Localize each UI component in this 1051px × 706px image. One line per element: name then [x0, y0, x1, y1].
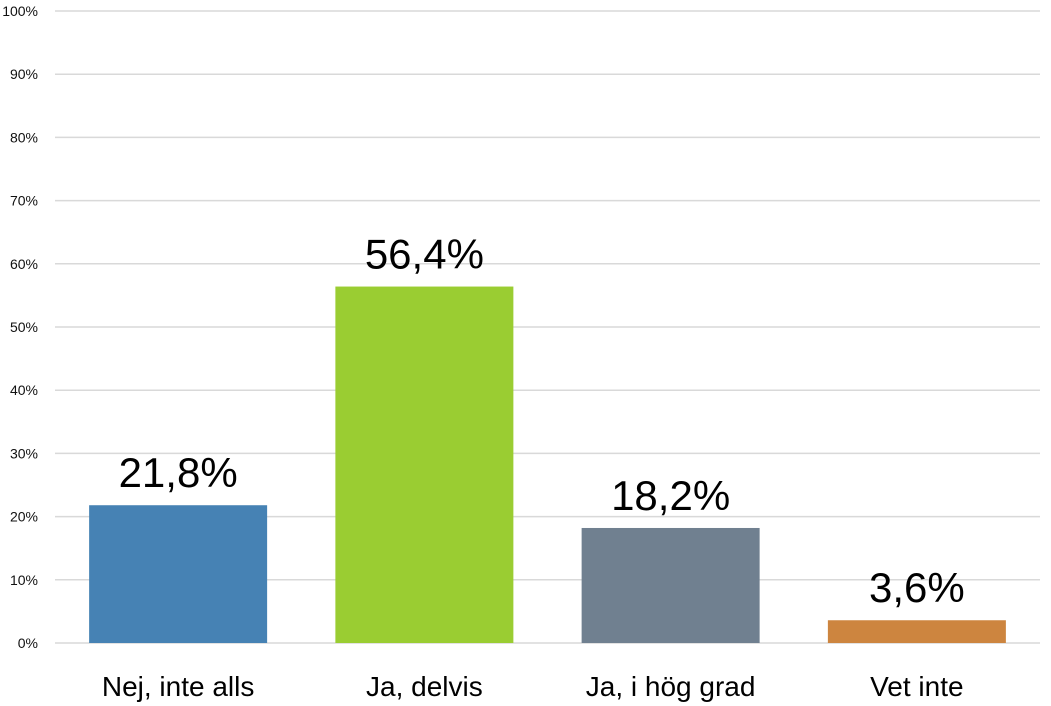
y-axis-tick-labels: 0% 10% 20% 30% 40% 50% 60% 70% 80% 90% 100% [2, 3, 38, 651]
data-label: 3,6% [869, 564, 965, 611]
y-tick-label: 30% [10, 445, 38, 461]
bars [89, 286, 1006, 643]
data-label: 21,8% [119, 449, 238, 496]
data-label: 56,4% [365, 231, 484, 278]
y-tick-label: 0% [18, 635, 38, 651]
bar [827, 620, 1006, 643]
data-label: 18,2% [611, 472, 730, 519]
y-tick-label: 70% [10, 193, 38, 209]
y-tick-label: 20% [10, 509, 38, 525]
bar [581, 527, 760, 643]
y-tick-label: 90% [10, 66, 38, 82]
category-label: Ja, delvis [366, 671, 483, 702]
category-label: Ja, i hög grad [586, 671, 756, 702]
data-labels: 21,8% 56,4% 18,2% 3,6% [119, 231, 965, 612]
bar [335, 286, 514, 643]
y-tick-label: 10% [10, 572, 38, 588]
y-tick-label: 100% [2, 3, 38, 19]
y-tick-label: 80% [10, 129, 38, 145]
category-label: Vet inte [870, 671, 963, 702]
y-tick-label: 40% [10, 382, 38, 398]
y-tick-label: 50% [10, 319, 38, 335]
bar [89, 505, 268, 643]
y-tick-label: 60% [10, 256, 38, 272]
category-label: Nej, inte alls [102, 671, 255, 702]
x-axis-category-labels: Nej, inte alls Ja, delvis Ja, i hög grad Ve… [102, 671, 964, 702]
